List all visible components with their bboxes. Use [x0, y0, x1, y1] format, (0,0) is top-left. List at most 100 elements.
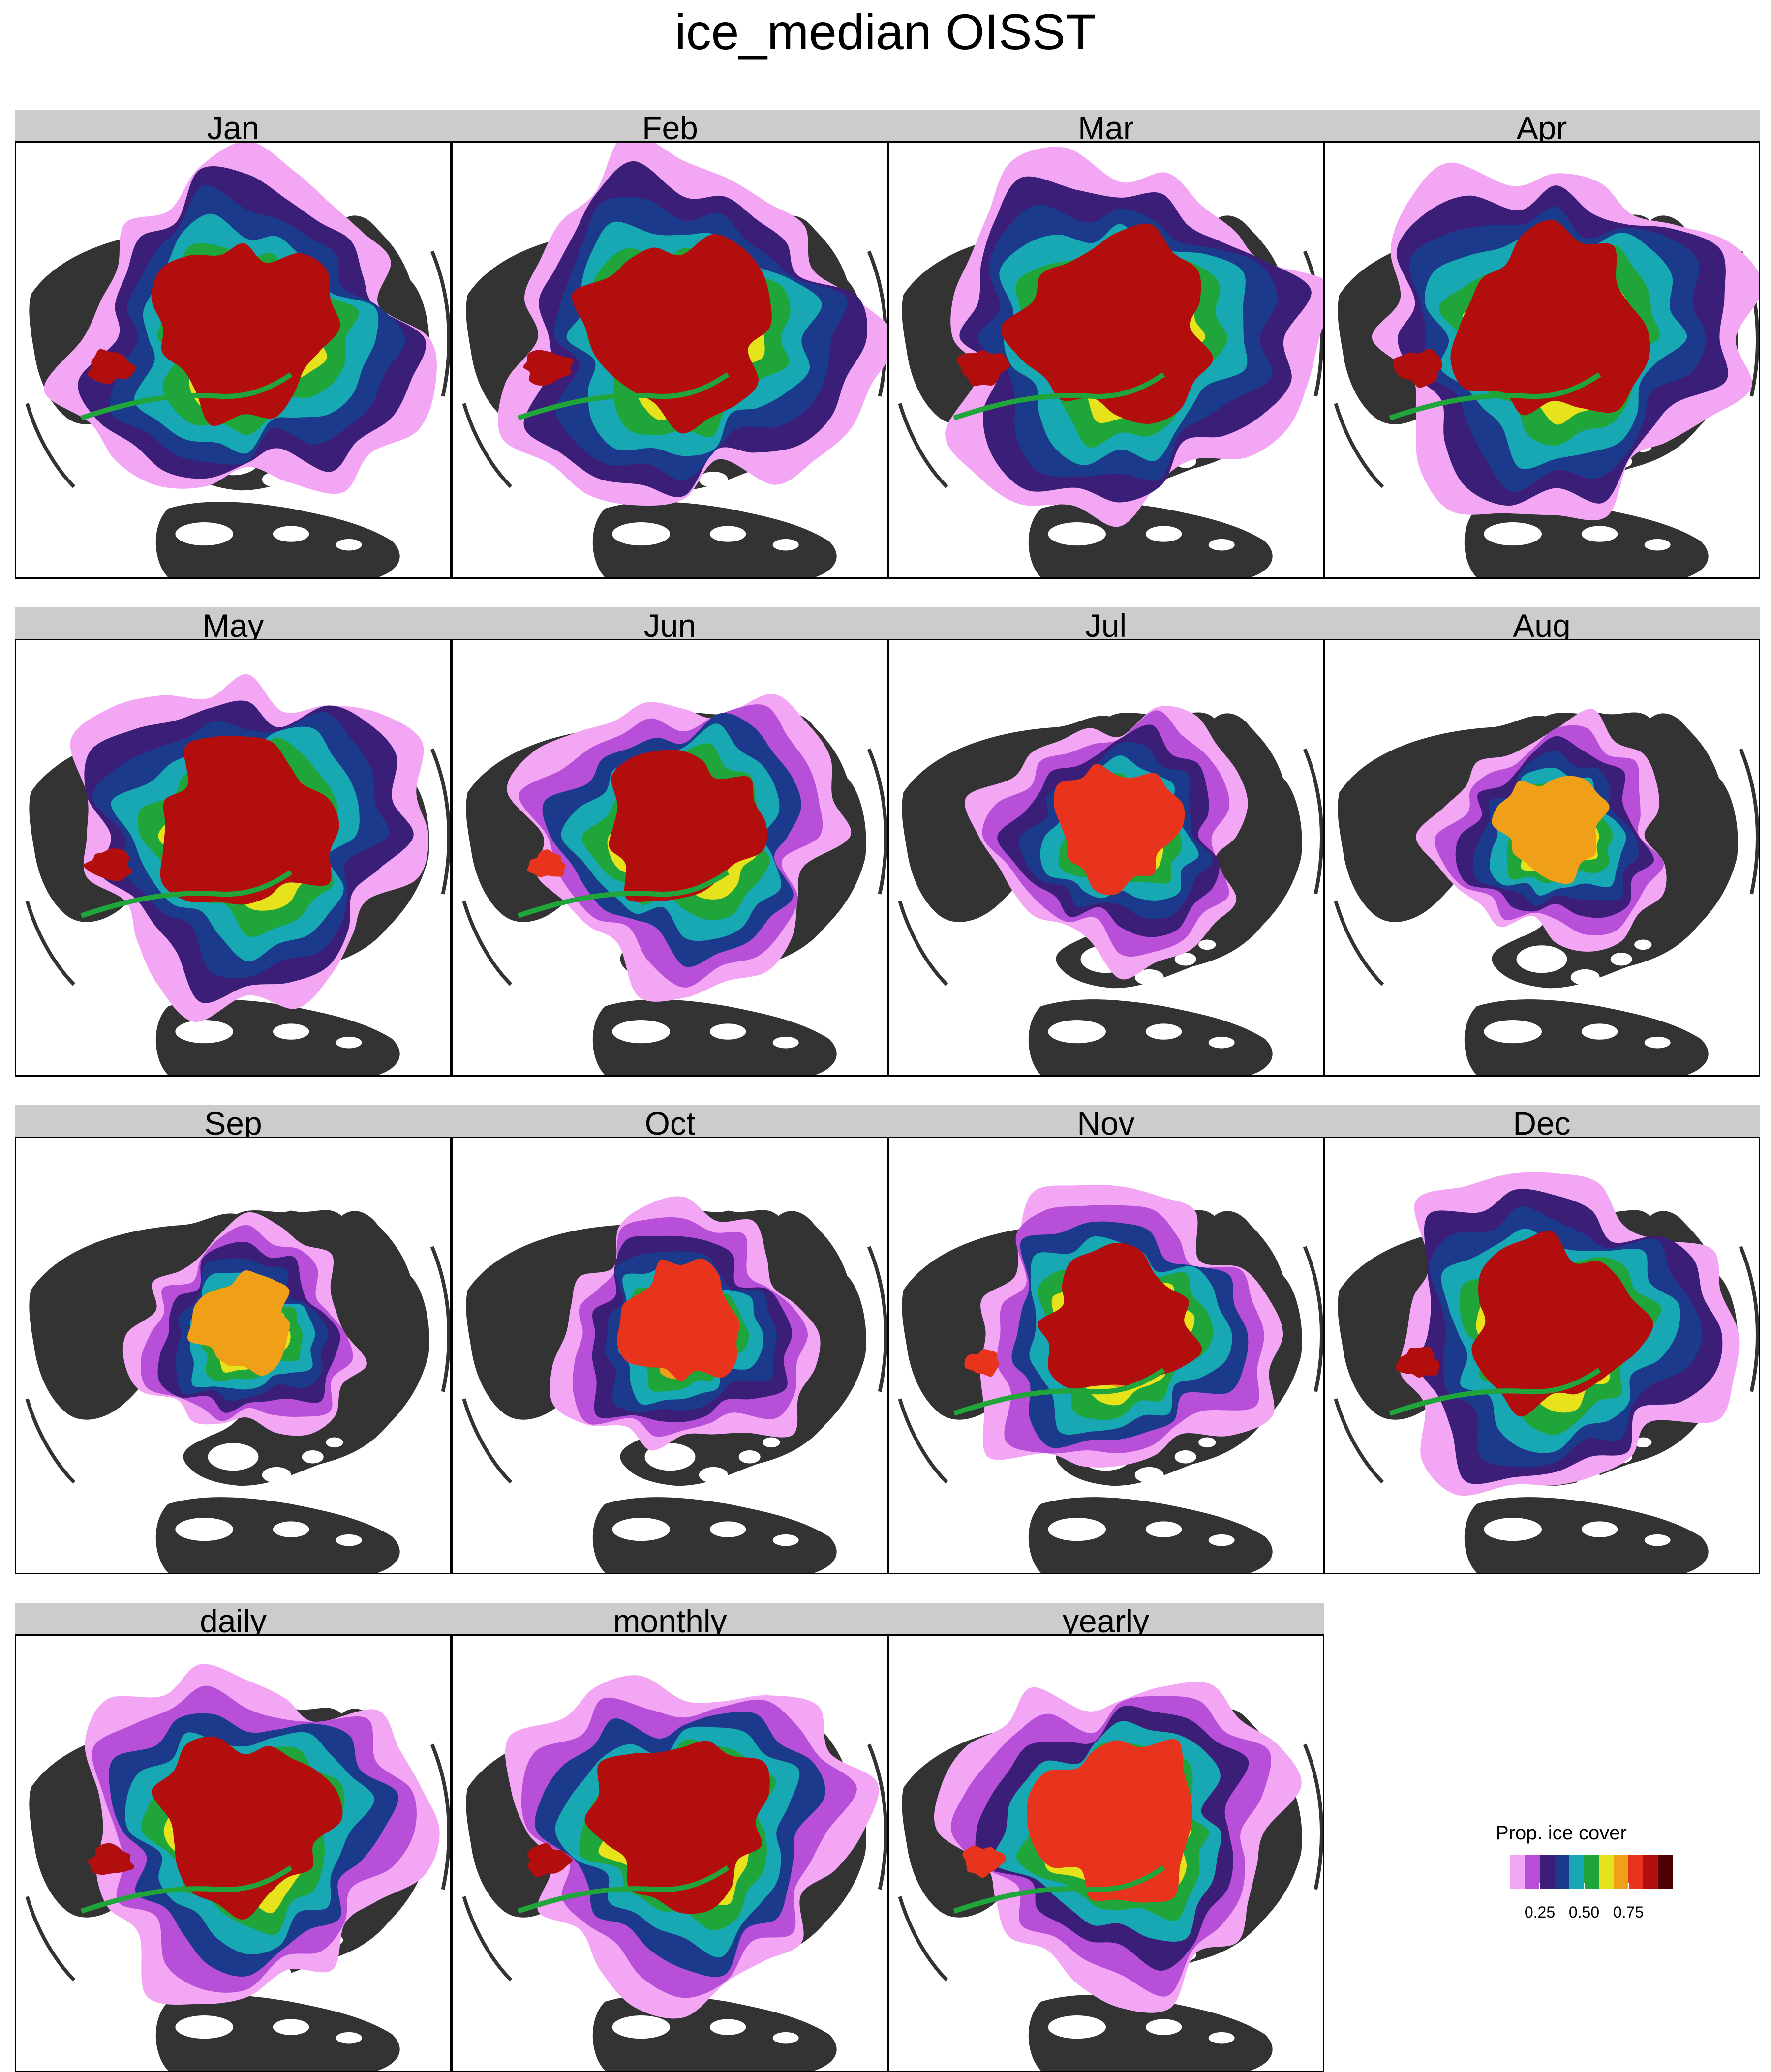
facet-panel-monthly: monthly	[452, 1603, 888, 2072]
water-inlet	[1208, 1036, 1235, 1049]
legend-colorbar	[1496, 1855, 1673, 1889]
coastline-arc	[462, 1896, 513, 1982]
ice-bay	[527, 849, 566, 877]
water-inlet	[336, 1036, 362, 1049]
ice-edge-band	[953, 372, 1165, 420]
water-inlet	[612, 1518, 670, 1541]
map-plot-area	[887, 1137, 1324, 1574]
water-inlet	[772, 539, 799, 551]
map-plot-area	[15, 1137, 452, 1574]
coastline-arc	[1739, 748, 1759, 895]
facet-strip: monthly	[452, 1603, 888, 1634]
water-inlet	[302, 1450, 324, 1464]
facet-strip-label: daily	[200, 1603, 267, 1634]
coastline-arc	[898, 901, 948, 986]
water-inlet	[175, 1020, 233, 1044]
water-inlet	[1610, 953, 1632, 966]
ice-edge-band	[953, 1368, 1165, 1416]
ice-bay	[83, 848, 133, 881]
map-plot-area	[1323, 1137, 1760, 1574]
coastline-arc	[1334, 403, 1384, 488]
ice-bay	[1395, 1346, 1440, 1378]
facet-panel-apr: Apr	[1323, 110, 1760, 579]
land-mass	[592, 999, 837, 1075]
land-mass	[592, 502, 837, 577]
coastline-arc	[898, 1896, 948, 1982]
coastline-arc	[25, 1398, 76, 1484]
water-inlet	[1208, 539, 1235, 551]
water-inlet	[1048, 2015, 1106, 2039]
water-inlet	[1634, 939, 1652, 950]
water-inlet	[709, 1521, 746, 1537]
coastline-arc	[430, 748, 450, 895]
map-plot-area	[15, 1634, 452, 2072]
water-inlet	[612, 522, 670, 546]
land-mass	[1464, 502, 1709, 577]
ice-core	[187, 1270, 290, 1376]
water-inlet	[1644, 539, 1671, 551]
ice-edge-band	[953, 1865, 1165, 1914]
ice-edge-band	[80, 372, 293, 420]
ice-core	[151, 243, 340, 426]
coastline-arc	[462, 1398, 513, 1484]
water-inlet	[1145, 1521, 1182, 1537]
polar-map	[462, 143, 887, 577]
polar-map	[898, 1184, 1323, 1573]
water-inlet	[709, 1023, 746, 1040]
land-mass	[1028, 502, 1273, 577]
ice-edge-band	[517, 372, 730, 420]
water-inlet	[709, 526, 746, 542]
facet-panel-mar: Mar	[887, 110, 1324, 579]
polar-map	[898, 1682, 1323, 2071]
facet-panel-jul: Jul	[887, 607, 1324, 1077]
facet-panel-aug: Aug	[1323, 607, 1760, 1077]
ice-core	[1038, 1242, 1202, 1389]
legend-tick-label: 0.50	[1568, 1903, 1600, 1921]
water-inlet	[699, 1467, 728, 1483]
water-inlet	[326, 1437, 343, 1448]
facet-strip-label: Jun	[643, 607, 697, 639]
water-inlet	[1048, 1518, 1106, 1541]
ice-bay	[87, 349, 136, 384]
facet-strip: yearly	[887, 1603, 1324, 1634]
water-inlet	[273, 526, 309, 542]
legend-color-step	[1614, 1855, 1629, 1889]
water-inlet	[336, 539, 362, 551]
water-inlet	[612, 2015, 670, 2039]
water-inlet	[738, 1450, 761, 1464]
coastline-arc	[898, 1398, 948, 1484]
polar-map	[25, 674, 450, 1075]
coastline-arc	[1303, 1743, 1323, 1890]
land-mass	[1028, 1497, 1273, 1573]
ice-edge-band	[1389, 372, 1601, 420]
coastline-arc	[430, 1246, 450, 1392]
ice-bay	[962, 1846, 1007, 1878]
coastline-arc	[25, 901, 76, 986]
facet-strip: Aug	[1323, 607, 1760, 639]
coastline-arc	[462, 901, 513, 986]
water-inlet	[273, 1521, 309, 1537]
land-mass	[155, 1995, 400, 2071]
map-plot-area	[452, 1634, 888, 2072]
coastline-arc	[462, 403, 513, 488]
map-plot-area	[1323, 639, 1760, 1077]
water-inlet	[612, 1020, 670, 1044]
water-inlet	[1048, 1020, 1106, 1044]
coastline-arc	[1739, 1246, 1759, 1392]
facet-strip: Mar	[887, 110, 1324, 141]
water-inlet	[262, 1467, 291, 1483]
water-inlet	[772, 2032, 799, 2044]
map-plot-area	[452, 639, 888, 1077]
polar-map	[462, 1196, 887, 1573]
ice-core	[1027, 1739, 1192, 1903]
facet-strip: May	[15, 607, 452, 639]
coastline-arc	[25, 1896, 76, 1982]
facet-strip: Sep	[15, 1105, 452, 1137]
facet-strip: Dec	[1323, 1105, 1760, 1137]
water-inlet	[1048, 522, 1106, 546]
ice-edge-band	[80, 870, 293, 918]
legend-color-step	[1496, 1855, 1511, 1889]
coastline-arc	[898, 403, 948, 488]
facet-strip-label: Oct	[644, 1105, 696, 1137]
coastline-arc	[1303, 748, 1323, 895]
